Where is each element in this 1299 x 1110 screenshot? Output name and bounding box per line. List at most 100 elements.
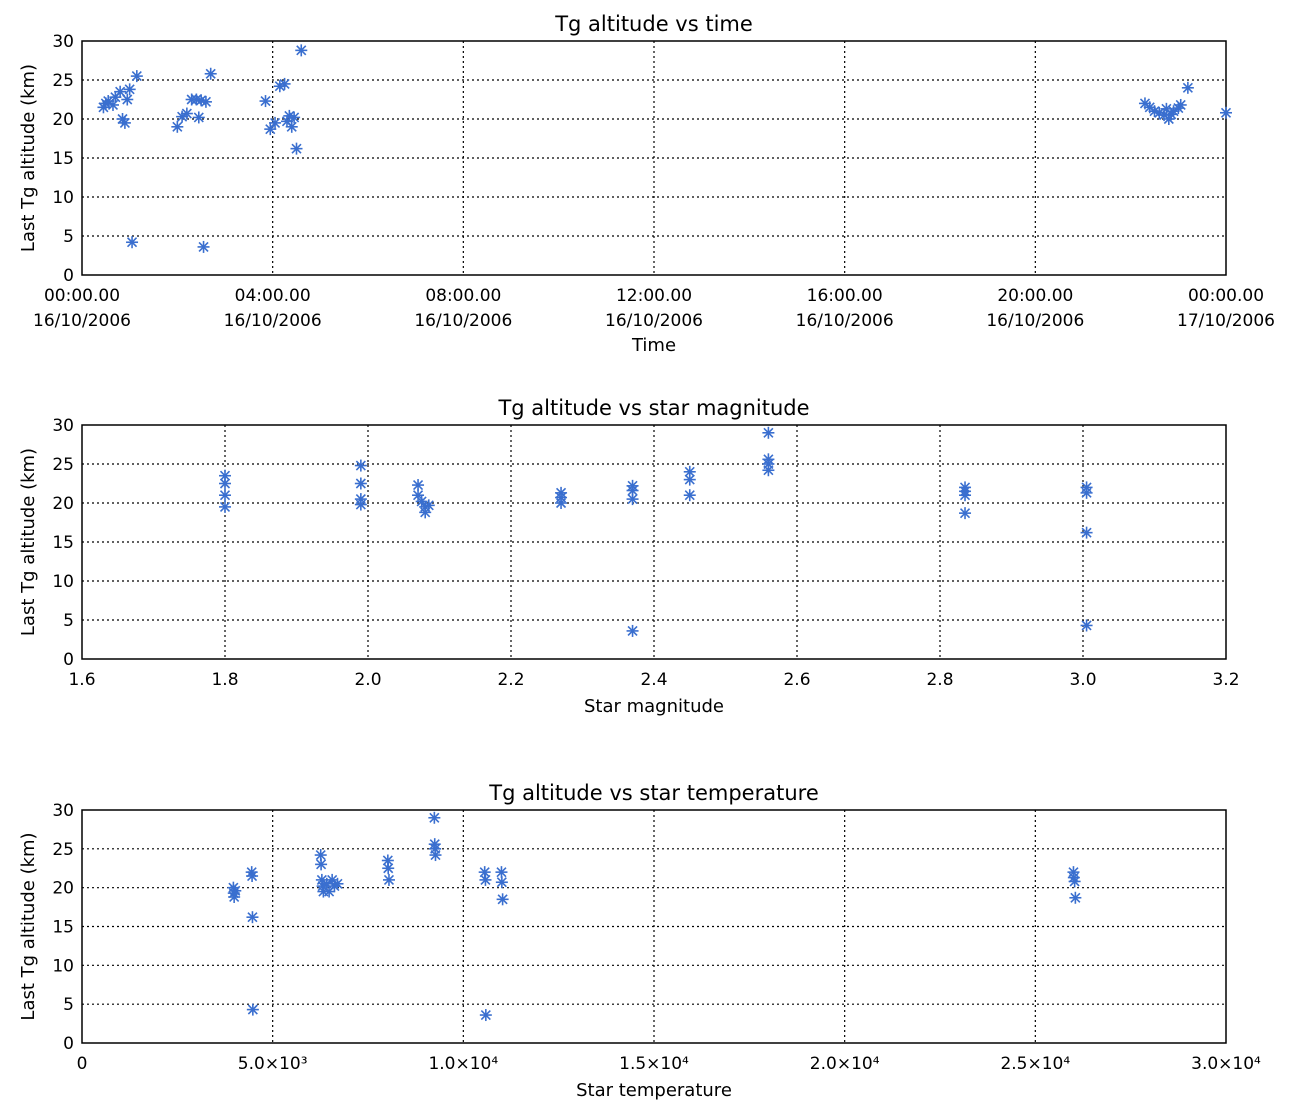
plot-frame <box>81 40 1227 276</box>
chart-title: Tg altitude vs star magnitude <box>497 396 809 420</box>
data-point <box>354 498 367 511</box>
data-point <box>290 142 303 155</box>
data-point <box>246 870 259 883</box>
data-point <box>259 95 272 108</box>
y-tick-label: 0 <box>63 650 74 670</box>
data-point <box>323 885 336 898</box>
data-point <box>123 83 136 96</box>
x-tick-label-date: 16/10/2006 <box>414 311 512 331</box>
data-point <box>219 477 231 490</box>
y-axis-label: Last Tg altitude (km) <box>18 832 39 1020</box>
x-axis-label: Star magnitude <box>584 696 724 717</box>
data-point <box>130 70 143 83</box>
x-tick-label: 3.0×10⁴ <box>1191 1054 1261 1074</box>
x-tick-label: 2.2 <box>497 670 524 690</box>
data-point <box>1181 81 1194 94</box>
data-point <box>269 116 282 129</box>
data-point <box>1174 98 1187 111</box>
data-point <box>959 507 972 520</box>
data-point <box>121 93 134 106</box>
x-tick-label-date: 16/10/2006 <box>796 311 894 331</box>
y-tick-label: 25 <box>52 455 74 475</box>
data-point <box>429 849 442 862</box>
x-tick-label-date: 16/10/2006 <box>33 311 131 331</box>
data-point <box>495 876 508 889</box>
y-tick-label: 15 <box>52 149 74 169</box>
x-tick-label: 08:00.00 <box>425 286 501 306</box>
data-point <box>1080 486 1093 499</box>
y-tick-label: 30 <box>52 801 74 821</box>
data-point <box>354 477 367 490</box>
data-point <box>285 120 298 133</box>
chart-2: Tg altitude vs star magnitude 0 5 10 15 20 25 3… <box>18 396 1240 717</box>
data-point <box>683 473 696 486</box>
y-tick-label: 15 <box>52 533 74 553</box>
plot-frame <box>81 809 1227 1044</box>
data-point <box>118 116 131 129</box>
x-tick-label: 12:00.00 <box>616 286 692 306</box>
x-tick-label: 00:00.00 <box>44 286 120 306</box>
y-tick-label: 5 <box>63 611 74 631</box>
x-axis-label: Star temperature <box>576 1080 732 1101</box>
data-point <box>762 464 775 477</box>
data-point <box>1068 875 1081 888</box>
y-tick-label: 0 <box>63 266 74 286</box>
x-tick-label: 16:00.00 <box>807 286 883 306</box>
data-point <box>197 240 210 253</box>
chart-title: Tg altitude vs star temperature <box>488 781 818 805</box>
data-point <box>331 877 344 890</box>
x-tick-label-date: 17/10/2006 <box>1177 311 1275 331</box>
data-point <box>315 858 328 871</box>
x-axis-label: Time <box>631 335 676 356</box>
x-tick-label: 3.0 <box>1069 670 1096 690</box>
y-tick-label: 5 <box>63 227 74 247</box>
y-tick-label: 10 <box>52 188 74 208</box>
data-point <box>959 489 972 502</box>
y-tick-label: 25 <box>52 71 74 91</box>
data-point <box>495 866 508 879</box>
data-point <box>219 489 231 502</box>
x-tick-label: 1.8 <box>211 670 238 690</box>
y-tick-label: 25 <box>52 840 74 860</box>
data-point <box>428 811 441 824</box>
data-point <box>479 1009 492 1022</box>
y-tick-label: 30 <box>52 416 74 436</box>
data-point <box>382 862 395 875</box>
x-tick-label: 1.6 <box>68 670 95 690</box>
x-tick-label: 2.4 <box>640 670 667 690</box>
data-point <box>762 426 775 439</box>
data-point <box>192 111 205 124</box>
y-tick-label: 0 <box>63 1034 74 1054</box>
data-point <box>295 44 308 57</box>
data-point <box>422 499 435 512</box>
data-point <box>229 884 242 897</box>
data-point <box>626 493 639 506</box>
data-point <box>354 459 367 472</box>
data-point <box>626 624 639 637</box>
x-tick-label: 2.6 <box>783 670 810 690</box>
x-tick-label: 2.5×10⁴ <box>1000 1054 1070 1074</box>
x-tick-label: 5.0×10³ <box>238 1054 308 1074</box>
data-point <box>683 489 696 502</box>
data-point <box>204 67 217 80</box>
data-point <box>246 1003 259 1016</box>
x-tick-label: 3.2 <box>1212 670 1239 690</box>
y-tick-label: 10 <box>52 572 74 592</box>
data-point <box>180 107 193 120</box>
data-point <box>171 120 184 133</box>
data-point <box>381 854 394 867</box>
x-tick-label: 20:00.00 <box>997 286 1073 306</box>
data-point <box>626 484 639 497</box>
data-point <box>288 111 301 124</box>
x-tick-label-date: 16/10/2006 <box>986 311 1084 331</box>
data-point <box>246 911 259 924</box>
data-point <box>412 479 425 492</box>
plot-frame <box>81 424 1227 660</box>
y-axis-label: Last Tg altitude (km) <box>18 64 39 252</box>
x-tick-label-date: 16/10/2006 <box>605 311 703 331</box>
data-point <box>496 893 509 906</box>
x-tick-label: 2.8 <box>926 670 953 690</box>
x-tick-label: 1.5×10⁴ <box>619 1054 689 1074</box>
y-tick-label: 20 <box>52 494 74 514</box>
